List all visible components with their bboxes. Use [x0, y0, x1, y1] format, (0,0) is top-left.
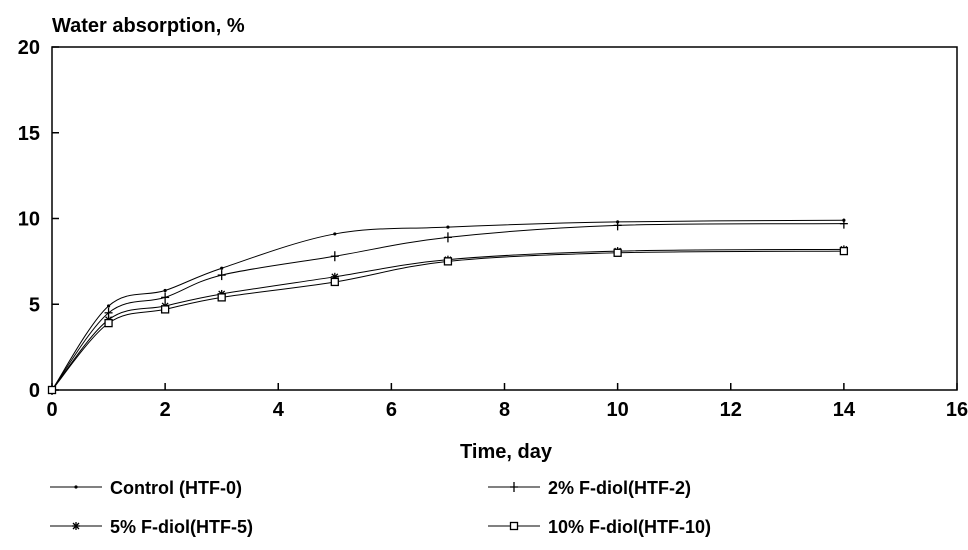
square-marker: [613, 248, 622, 257]
dot-marker: [163, 288, 167, 293]
data-point-series-2: [839, 218, 848, 229]
legend-marker: [74, 485, 78, 489]
data-point-series-1: [333, 232, 337, 236]
data-point-series-4: [613, 248, 622, 257]
x-tick-label: 0: [46, 399, 57, 421]
x-tick-label: 2: [160, 399, 171, 421]
legend-label: Control (HTF-0): [110, 478, 242, 498]
data-point-series-1: [163, 288, 167, 293]
series-lines: [51, 219, 844, 391]
data-point-series-2: [443, 232, 452, 243]
x-axis-label: Time, day: [460, 441, 553, 463]
data-point-series-4: [839, 246, 849, 256]
y-tick-label: 10: [18, 209, 40, 231]
square-marker: [509, 521, 519, 531]
x-tick-label: 16: [946, 399, 968, 421]
legend-label: 10% F-diol(HTF-10): [548, 517, 711, 537]
legend: Control (HTF-0) 2% F-diol(HTF-2) 5% F-diol…: [50, 478, 711, 537]
legend-label: 2% F-diol(HTF-2): [548, 478, 691, 498]
square-marker: [217, 293, 226, 302]
data-point-series-2: [217, 270, 226, 281]
series-line-3: [51, 248, 844, 391]
y-tick-label: 20: [18, 37, 40, 59]
dot-marker: [333, 232, 337, 236]
square-marker: [839, 246, 849, 256]
x-tick-label: 10: [607, 399, 629, 421]
x-tick-label: 4: [273, 399, 285, 421]
square-marker: [330, 277, 339, 287]
square-marker: [104, 318, 113, 328]
legend-item-3: 5% F-diol(HTF-5): [50, 517, 253, 537]
dot-marker: [220, 266, 224, 270]
square-marker: [160, 305, 170, 314]
data-point-series-2: [330, 251, 339, 262]
data-point-series-4: [104, 318, 113, 328]
x-tick-label: 12: [720, 399, 742, 421]
y-tick-label: 15: [18, 123, 40, 145]
legend-item-1: Control (HTF-0): [50, 478, 242, 498]
y-tick-label: 0: [29, 380, 40, 402]
legend-label: 5% F-diol(HTF-5): [110, 517, 253, 537]
data-point-series-2: [161, 292, 170, 303]
square-marker: [47, 385, 57, 395]
data-point-series-4: [443, 257, 453, 266]
data-point-series-4: [160, 305, 170, 314]
dot-marker: [74, 485, 78, 489]
data-point-series-1: [446, 225, 450, 229]
data-point-series-4: [330, 277, 339, 287]
square-marker: [443, 257, 453, 266]
dot-marker: [446, 225, 450, 229]
series-line-2: [51, 223, 844, 391]
x-tick-label: 14: [833, 399, 856, 421]
legend-marker: [72, 522, 80, 530]
legend-marker: [510, 482, 518, 492]
chart-title: Water absorption, %: [52, 15, 245, 37]
series-markers: [47, 218, 849, 395]
legend-item-2: 2% F-diol(HTF-2): [488, 478, 691, 498]
axis-ticks: 0 2 4 6 8 10 12 14 16 0 5 10 15 20: [18, 37, 968, 421]
y-tick-label: 5: [29, 294, 40, 316]
data-point-series-1: [106, 304, 111, 308]
legend-item-4: 10% F-diol(HTF-10): [488, 517, 711, 537]
legend-marker: [509, 521, 519, 531]
data-point-series-1: [220, 266, 224, 270]
plot-frame: [51, 46, 958, 391]
x-tick-label: 8: [499, 399, 510, 421]
data-point-series-4: [217, 293, 226, 302]
data-point-series-2: [613, 220, 622, 231]
dot-marker: [106, 304, 111, 308]
x-tick-label: 6: [386, 399, 397, 421]
series-line-4: [51, 250, 844, 391]
data-point-series-4: [47, 385, 57, 395]
